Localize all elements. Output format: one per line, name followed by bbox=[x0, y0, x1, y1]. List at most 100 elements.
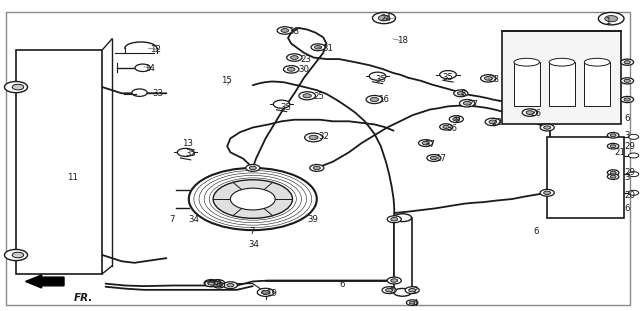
Circle shape bbox=[481, 75, 496, 82]
Circle shape bbox=[281, 29, 289, 32]
Text: 9: 9 bbox=[454, 115, 460, 124]
Text: 35: 35 bbox=[280, 103, 291, 112]
Circle shape bbox=[440, 124, 452, 130]
Circle shape bbox=[311, 44, 325, 51]
Circle shape bbox=[314, 166, 321, 170]
FancyArrow shape bbox=[26, 275, 64, 288]
Text: 3: 3 bbox=[624, 131, 630, 140]
Bar bbox=[16, 50, 102, 274]
Circle shape bbox=[628, 190, 639, 195]
Circle shape bbox=[457, 92, 464, 95]
Text: 2: 2 bbox=[412, 286, 418, 295]
Text: 30: 30 bbox=[299, 66, 310, 74]
Circle shape bbox=[624, 79, 630, 82]
Circle shape bbox=[624, 98, 630, 101]
Circle shape bbox=[216, 284, 222, 287]
Circle shape bbox=[366, 95, 383, 104]
Text: 6: 6 bbox=[624, 204, 630, 213]
Circle shape bbox=[262, 290, 269, 294]
Circle shape bbox=[422, 141, 429, 145]
Text: 36: 36 bbox=[446, 124, 457, 132]
Circle shape bbox=[309, 135, 318, 140]
Text: 32: 32 bbox=[318, 132, 329, 141]
Circle shape bbox=[369, 72, 386, 80]
Circle shape bbox=[405, 287, 419, 294]
Circle shape bbox=[387, 216, 401, 223]
Circle shape bbox=[454, 90, 468, 97]
Circle shape bbox=[484, 77, 492, 80]
Text: 29: 29 bbox=[624, 142, 635, 151]
Circle shape bbox=[544, 191, 550, 195]
Bar bbox=[514, 62, 540, 106]
Circle shape bbox=[628, 134, 639, 139]
Circle shape bbox=[628, 153, 639, 158]
Text: 5: 5 bbox=[389, 286, 395, 295]
Circle shape bbox=[299, 92, 316, 100]
Circle shape bbox=[4, 249, 28, 261]
Ellipse shape bbox=[584, 58, 610, 66]
Text: 4: 4 bbox=[412, 299, 418, 308]
Circle shape bbox=[315, 45, 321, 49]
Circle shape bbox=[12, 252, 24, 258]
Text: 6: 6 bbox=[218, 280, 223, 289]
Circle shape bbox=[382, 287, 396, 294]
Text: 33: 33 bbox=[152, 89, 163, 98]
Circle shape bbox=[598, 12, 624, 25]
Circle shape bbox=[214, 281, 221, 285]
Circle shape bbox=[223, 282, 237, 289]
Text: 35: 35 bbox=[443, 73, 454, 82]
Text: 31: 31 bbox=[322, 44, 333, 53]
Circle shape bbox=[607, 143, 619, 149]
Circle shape bbox=[440, 71, 456, 79]
Circle shape bbox=[431, 156, 438, 160]
Circle shape bbox=[378, 15, 390, 21]
Circle shape bbox=[207, 281, 215, 285]
Circle shape bbox=[387, 277, 401, 284]
Text: 34: 34 bbox=[188, 215, 199, 224]
Circle shape bbox=[621, 96, 634, 103]
Ellipse shape bbox=[549, 58, 575, 66]
Text: 37: 37 bbox=[424, 140, 435, 149]
Circle shape bbox=[261, 290, 270, 294]
Text: 16: 16 bbox=[378, 95, 388, 104]
Circle shape bbox=[463, 101, 471, 105]
Text: 17: 17 bbox=[435, 154, 446, 163]
Text: 8: 8 bbox=[461, 89, 467, 98]
Text: 3: 3 bbox=[624, 173, 630, 182]
Text: 35: 35 bbox=[375, 75, 386, 84]
Circle shape bbox=[607, 132, 619, 138]
Circle shape bbox=[390, 279, 398, 282]
Circle shape bbox=[4, 81, 28, 93]
Circle shape bbox=[544, 126, 550, 129]
Circle shape bbox=[611, 145, 616, 147]
Circle shape bbox=[305, 133, 323, 142]
Text: 6: 6 bbox=[339, 280, 345, 289]
Bar bbox=[502, 31, 621, 124]
Text: 26: 26 bbox=[530, 109, 541, 118]
Circle shape bbox=[460, 100, 475, 107]
Circle shape bbox=[624, 61, 630, 64]
Text: 19: 19 bbox=[266, 290, 276, 298]
Circle shape bbox=[621, 78, 634, 84]
Text: 29: 29 bbox=[624, 168, 635, 177]
Text: 25: 25 bbox=[314, 92, 324, 101]
Circle shape bbox=[607, 174, 619, 179]
Circle shape bbox=[284, 66, 299, 73]
Text: 23: 23 bbox=[301, 55, 312, 63]
Circle shape bbox=[227, 284, 234, 287]
Text: 34: 34 bbox=[248, 240, 259, 248]
Circle shape bbox=[540, 124, 554, 131]
Circle shape bbox=[453, 118, 460, 121]
Text: 35: 35 bbox=[186, 150, 196, 158]
Bar bbox=[547, 137, 624, 218]
Ellipse shape bbox=[514, 58, 540, 66]
Circle shape bbox=[213, 180, 292, 218]
Circle shape bbox=[12, 84, 24, 90]
Circle shape bbox=[489, 120, 497, 124]
Text: 13: 13 bbox=[182, 139, 193, 147]
Text: 15: 15 bbox=[221, 77, 232, 85]
Circle shape bbox=[205, 281, 218, 287]
Text: 38: 38 bbox=[288, 27, 299, 35]
Circle shape bbox=[410, 301, 415, 304]
Circle shape bbox=[287, 54, 302, 61]
